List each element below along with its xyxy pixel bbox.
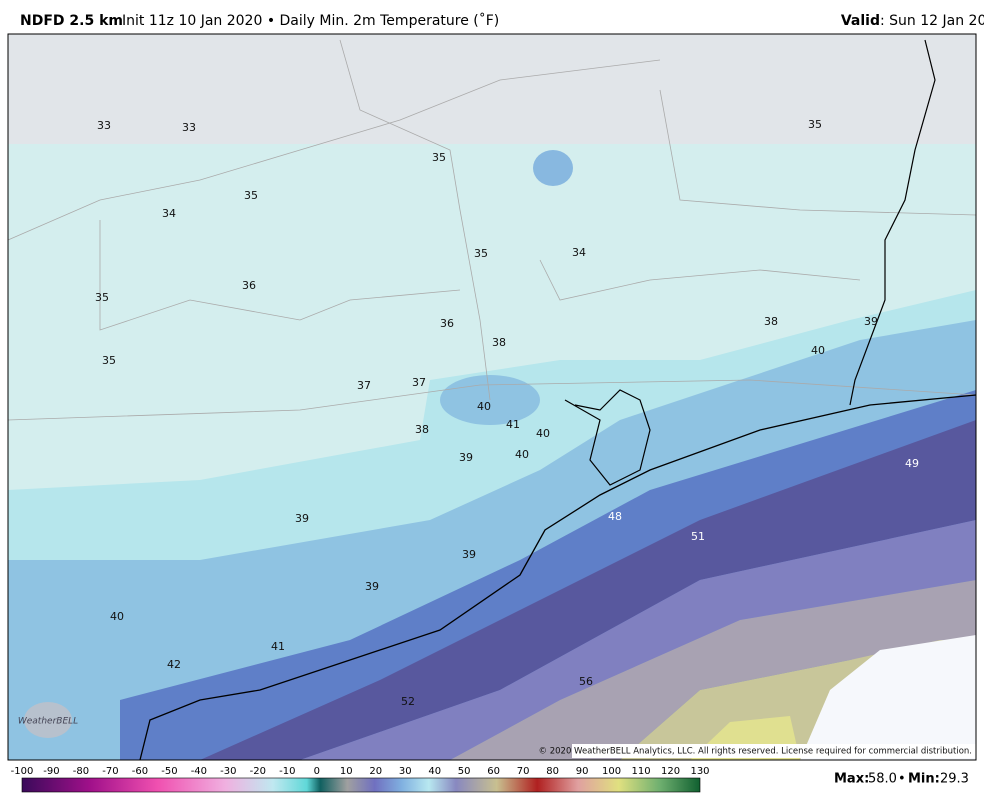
temperature-label: 34 <box>572 246 586 259</box>
temperature-label: 49 <box>905 457 919 470</box>
min-value: 29.3 <box>940 772 969 787</box>
colorbar-tick-label: -40 <box>191 766 207 777</box>
temperature-label: 40 <box>110 610 124 623</box>
temperature-label: 39 <box>365 580 379 593</box>
temperature-label: 40 <box>477 400 491 413</box>
colorbar-tick-label: 10 <box>340 766 353 777</box>
min-label: Min: <box>908 772 940 787</box>
temperature-label: 35 <box>244 189 258 202</box>
colorbar-tick-label: -90 <box>43 766 59 777</box>
colorbar-tick-label: -50 <box>161 766 177 777</box>
temperature-label: 33 <box>182 121 196 134</box>
temperature-label: 40 <box>811 344 825 357</box>
temperature-label: 40 <box>515 448 529 461</box>
temperature-label: 35 <box>432 151 446 164</box>
model: NDFD 2.5 km <box>20 13 123 29</box>
colorbar-tick-label: 110 <box>631 766 650 777</box>
colorbar-tick-label: 60 <box>487 766 500 777</box>
temperature-label: 39 <box>295 512 309 525</box>
temperature-label: 33 <box>97 119 111 132</box>
colorbar-tick-label: 20 <box>369 766 382 777</box>
temperature-label: 35 <box>102 354 116 367</box>
colorbar-tick-label: 30 <box>399 766 412 777</box>
temperature-label: 52 <box>401 695 415 708</box>
temperature-label: 38 <box>492 336 506 349</box>
temperature-label: 35 <box>474 247 488 260</box>
valid-value: : Sun 12 Jan 2020 <box>880 13 984 29</box>
temperature-label: 34 <box>162 207 176 220</box>
logo: WeatherBELL <box>18 717 78 727</box>
temperature-label: 38 <box>415 423 429 436</box>
map: WeatherBELL 33 33 35 35 34 35 35 34 35 36 36 38 35 37… <box>7 33 977 761</box>
temperature-label: 41 <box>271 640 285 653</box>
colorbar-tick-label: -30 <box>220 766 236 777</box>
colorbar-tick-label: -10 <box>279 766 295 777</box>
temperature-label: 39 <box>459 451 473 464</box>
temperature-label: 35 <box>808 118 822 131</box>
max-label: Max: <box>834 772 869 787</box>
max-value: 58.0 <box>868 772 897 787</box>
temperature-label: 42 <box>167 658 181 671</box>
description: Init 11z 10 Jan 2020 • Daily Min. 2m Tem… <box>122 12 499 29</box>
temperature-label: 36 <box>242 279 256 292</box>
colorbar-tick-label: -100 <box>11 766 34 777</box>
temperature-label: 40 <box>536 427 550 440</box>
temperature-label: 35 <box>95 291 109 304</box>
copyright: © 2020 WeatherBELL Analytics, LLC. All r… <box>539 747 972 757</box>
colorbar-tick-label: -60 <box>132 766 148 777</box>
map-labels: 33 33 35 35 34 35 35 34 35 36 36 38 35 37 37 38 39 40 40 41… <box>95 118 919 708</box>
temperature-label: 39 <box>864 315 878 328</box>
colorbar: -100 -90 -80 -70 -60 -50 -40 -30 -20 -10 0 10 20 30 40… <box>11 766 710 793</box>
temperature-label: 48 <box>608 510 622 523</box>
colorbar-tick-label: -70 <box>102 766 118 777</box>
separator: • <box>898 772 906 787</box>
colorbar-tick-label: 130 <box>690 766 709 777</box>
colorbar-tick-label: 70 <box>517 766 530 777</box>
temperature-label: 51 <box>691 530 705 543</box>
temperature-label: 36 <box>440 317 454 330</box>
valid-label: Valid <box>841 13 880 29</box>
temperature-label: 56 <box>579 675 593 688</box>
colorbar-tick-label: 100 <box>602 766 621 777</box>
temperature-label: 37 <box>357 379 371 392</box>
colorbar-tick-label: 90 <box>576 766 589 777</box>
temperature-label: 41 <box>506 418 520 431</box>
colorbar-tick-label: -80 <box>73 766 89 777</box>
colorbar-tick-label: 0 <box>314 766 320 777</box>
colorbar-tick-label: 120 <box>661 766 680 777</box>
colorbar-tick-label: 80 <box>546 766 559 777</box>
temperature-label: 39 <box>462 548 476 561</box>
temperature-label: 38 <box>764 315 778 328</box>
temperature-label: 37 <box>412 376 426 389</box>
colorbar-tick-label: 40 <box>428 766 441 777</box>
colorbar-tick-label: 50 <box>458 766 471 777</box>
colorbar-tick-label: -20 <box>250 766 266 777</box>
